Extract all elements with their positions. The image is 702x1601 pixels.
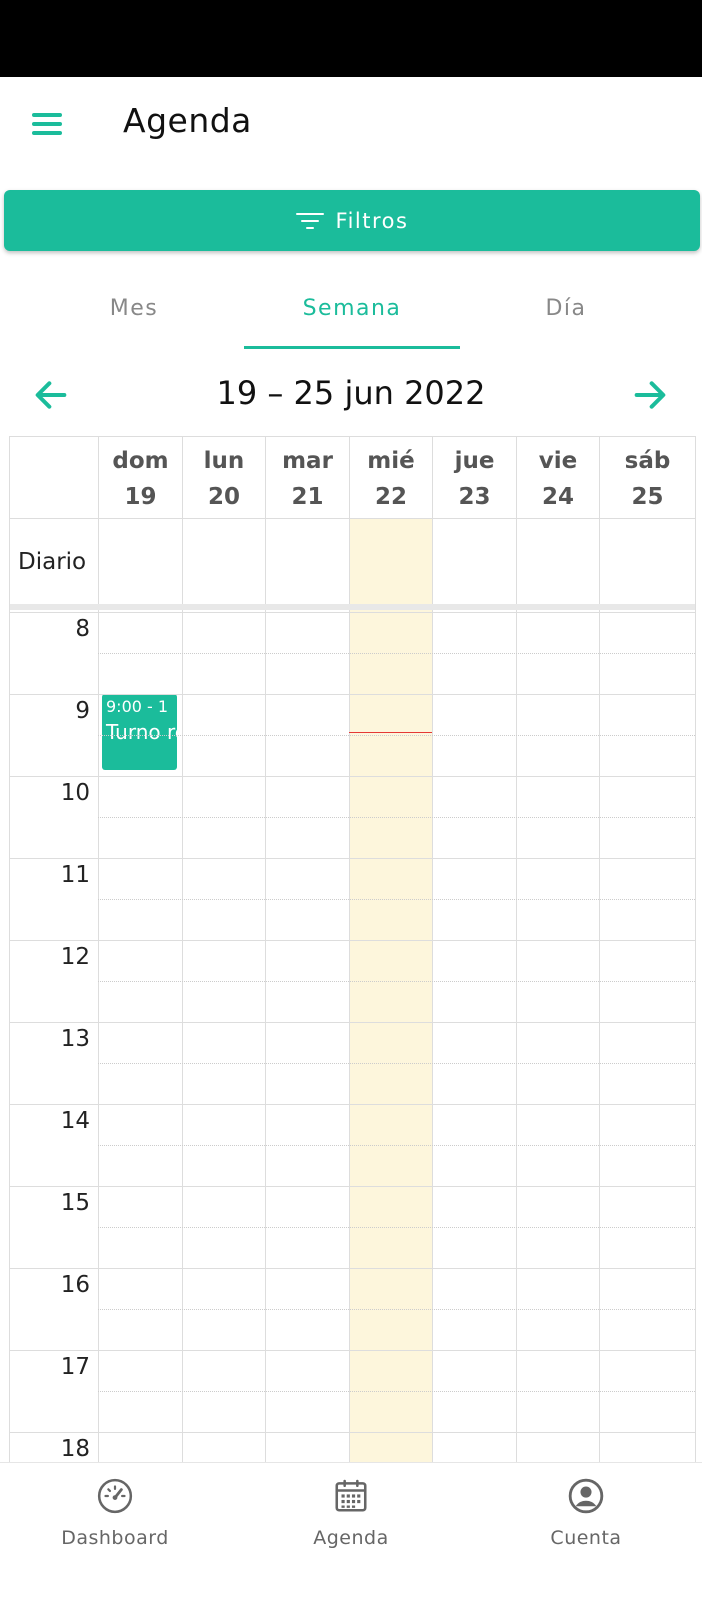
hour-label: 13 xyxy=(60,1026,90,1052)
half-hour-line xyxy=(98,899,695,900)
allday-separator xyxy=(10,604,695,610)
half-hour-line xyxy=(98,735,695,736)
hour-line xyxy=(10,1268,695,1269)
allday-cell-today[interactable] xyxy=(349,518,432,604)
tab-mes[interactable]: Mes xyxy=(109,296,159,321)
hour-label: 15 xyxy=(60,1190,90,1216)
day-column-today[interactable] xyxy=(349,610,432,1462)
half-hour-line xyxy=(98,653,695,654)
filters-label: Filtros xyxy=(335,208,409,233)
current-time-marker xyxy=(9,724,10,740)
allday-label: Diario xyxy=(10,518,98,604)
allday-cell[interactable] xyxy=(432,518,516,604)
calendar-icon xyxy=(335,1479,367,1512)
speedometer-icon xyxy=(97,1478,133,1514)
allday-cell[interactable] xyxy=(265,518,349,604)
tab-indicator xyxy=(244,346,460,349)
bottom-navigation: Dashboard Agenda Cuenta xyxy=(0,1462,702,1601)
filter-icon xyxy=(295,211,324,231)
day-column[interactable] xyxy=(265,610,349,1462)
current-time-line xyxy=(349,732,432,733)
hour-line xyxy=(10,940,695,941)
day-column[interactable] xyxy=(432,610,516,1462)
hour-label: 17 xyxy=(60,1354,90,1380)
status-bar xyxy=(0,0,702,77)
view-tabs: Mes Semana Día xyxy=(0,276,702,350)
hour-label: 9 xyxy=(75,698,90,724)
day-header[interactable]: sáb 25 xyxy=(599,436,695,518)
day-header[interactable]: dom 19 xyxy=(98,436,182,518)
hour-label: 11 xyxy=(60,862,90,888)
calendar-event[interactable]: 9:00 - 1 Turno recurr xyxy=(102,694,177,770)
allday-cell[interactable] xyxy=(98,518,182,604)
nav-cuenta-label: Cuenta xyxy=(550,1527,622,1549)
week-calendar: dom 19 lun 20 mar 21 mié 22 jue 23 vie 24 sáb 2… xyxy=(9,436,696,1462)
filters-button[interactable]: Filtros xyxy=(4,190,700,251)
hour-line xyxy=(10,694,695,695)
day-header[interactable]: vie 24 xyxy=(516,436,599,518)
half-hour-line xyxy=(98,1309,695,1310)
hour-label: 14 xyxy=(60,1108,90,1134)
nav-agenda[interactable]: Agenda xyxy=(261,1477,441,1549)
hour-label: 12 xyxy=(60,944,90,970)
half-hour-line xyxy=(98,1145,695,1146)
hour-line xyxy=(10,1186,695,1187)
hour-line xyxy=(10,776,695,777)
nav-cuenta[interactable]: Cuenta xyxy=(496,1477,676,1549)
day-header[interactable]: mié 22 xyxy=(349,436,432,518)
header-corner xyxy=(10,436,98,518)
half-hour-line xyxy=(98,817,695,818)
arrow-right-icon[interactable] xyxy=(630,375,670,415)
hour-line xyxy=(10,612,695,613)
nav-agenda-label: Agenda xyxy=(313,1527,389,1549)
half-hour-line xyxy=(98,1227,695,1228)
allday-cell[interactable] xyxy=(516,518,599,604)
half-hour-line xyxy=(98,1063,695,1064)
account-icon xyxy=(568,1478,604,1514)
day-column[interactable] xyxy=(516,610,599,1462)
day-column[interactable] xyxy=(599,610,695,1462)
day-column[interactable] xyxy=(182,610,265,1462)
hour-line xyxy=(10,1432,695,1433)
tab-dia[interactable]: Día xyxy=(545,296,587,321)
day-header[interactable]: mar 21 xyxy=(265,436,349,518)
app-bar: Agenda xyxy=(0,77,702,173)
week-navigation: 19 – 25 jun 2022 xyxy=(0,370,702,420)
hour-line xyxy=(10,858,695,859)
hour-label: 16 xyxy=(60,1272,90,1298)
day-header[interactable]: lun 20 xyxy=(182,436,265,518)
menu-icon[interactable] xyxy=(28,110,68,140)
day-column[interactable] xyxy=(98,610,182,1462)
day-header[interactable]: jue 23 xyxy=(432,436,516,518)
week-range: 19 – 25 jun 2022 xyxy=(216,374,486,412)
hour-line xyxy=(10,1022,695,1023)
arrow-left-icon[interactable] xyxy=(31,375,71,415)
time-grid: 9:00 - 1 Turno recurr 8 9 10 11 12 13 14 15 16 17… xyxy=(10,610,695,1462)
hour-line xyxy=(10,1104,695,1105)
hour-label: 8 xyxy=(75,616,90,642)
tab-semana[interactable]: Semana xyxy=(302,296,402,321)
nav-dashboard-label: Dashboard xyxy=(61,1527,169,1549)
event-title: Turno recurr xyxy=(106,720,177,744)
event-time: 9:00 - 1 xyxy=(106,697,169,716)
half-hour-line xyxy=(98,1391,695,1392)
hour-line xyxy=(10,1350,695,1351)
page-title: Agenda xyxy=(123,101,252,140)
allday-cell[interactable] xyxy=(599,518,695,604)
half-hour-line xyxy=(98,981,695,982)
hour-label: 18 xyxy=(60,1436,90,1462)
nav-dashboard[interactable]: Dashboard xyxy=(25,1477,205,1549)
allday-cell[interactable] xyxy=(182,518,265,604)
hour-label: 10 xyxy=(60,780,90,806)
